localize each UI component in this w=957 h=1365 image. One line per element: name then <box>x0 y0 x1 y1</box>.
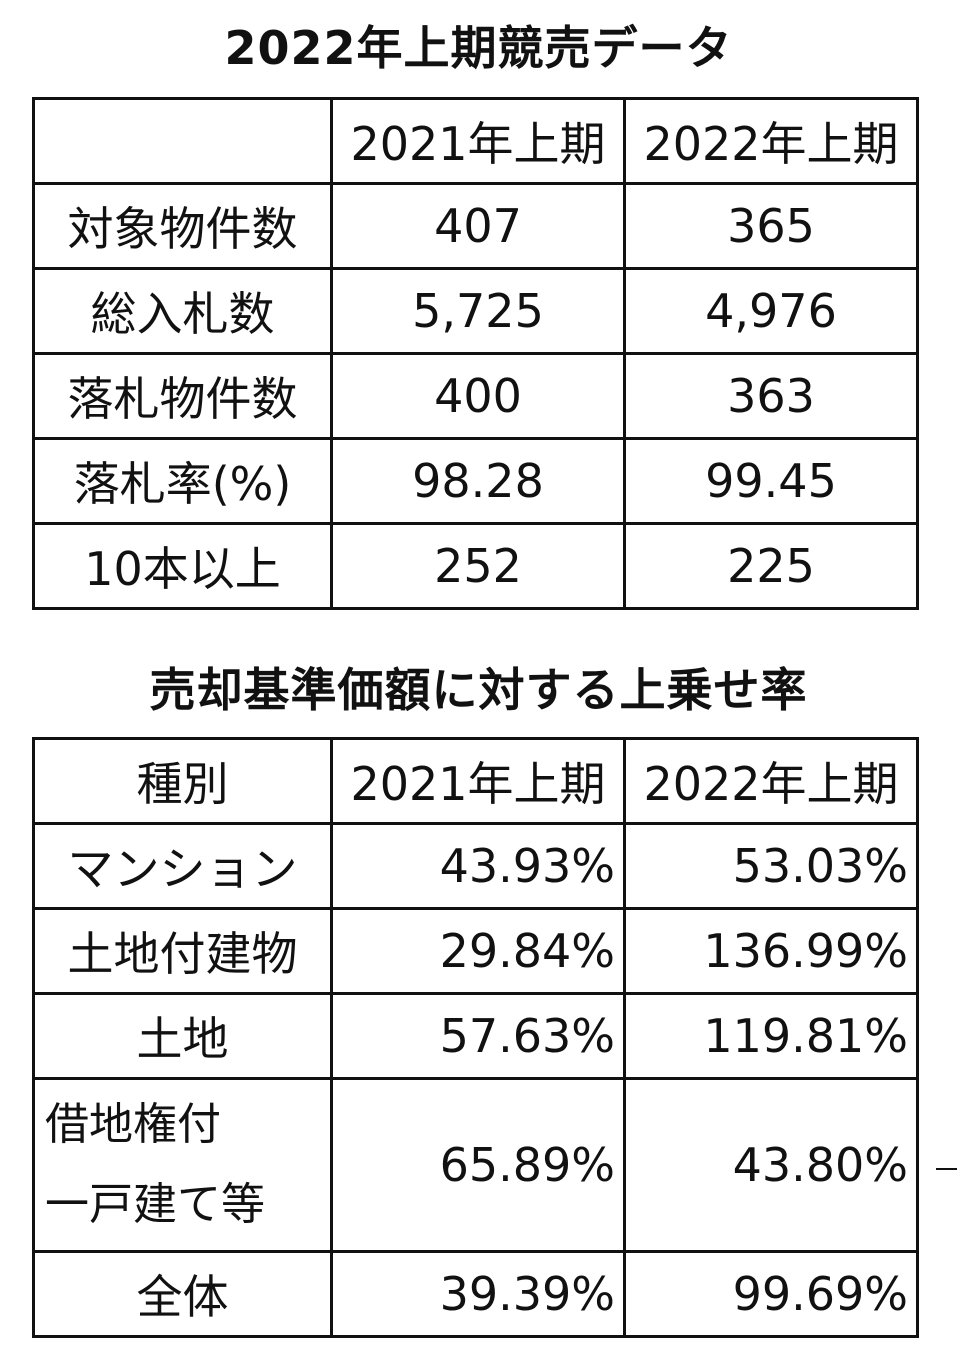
row-label: 対象物件数 <box>32 182 333 270</box>
row-label: 落札物件数 <box>32 352 333 440</box>
value-2021: 65.89% <box>330 1077 626 1253</box>
value-2022: 4,976 <box>623 267 919 355</box>
value-2021: 407 <box>330 182 626 270</box>
row-label: マンション <box>32 822 333 910</box>
row-label: 10本以上 <box>32 522 333 610</box>
table-row: 借地権付 一戸建て等 65.89% 43.80% <box>32 1077 919 1253</box>
markup-rate-table: 種別 2021年上期 2022年上期 マンション 43.93% 53.03% 土… <box>32 737 919 1338</box>
value-2022: 363 <box>623 352 919 440</box>
edge-tick-mark <box>936 1168 957 1170</box>
header-type: 種別 <box>32 737 333 825</box>
value-2021: 5,725 <box>330 267 626 355</box>
table-row: 全体 39.39% 99.69% <box>32 1250 919 1338</box>
table-row: 土地付建物 29.84% 136.99% <box>32 907 919 995</box>
value-2021: 98.28 <box>330 437 626 525</box>
table-row: 土地 57.63% 119.81% <box>32 992 919 1080</box>
row-label: 土地 <box>32 992 333 1080</box>
row-label-multiline: 借地権付 一戸建て等 <box>32 1077 333 1253</box>
value-2022: 99.69% <box>623 1250 919 1338</box>
table-row: 10本以上 252 225 <box>32 522 919 610</box>
markup-rate-title: 売却基準価額に対する上乗せ率 <box>149 663 808 717</box>
row-label: 全体 <box>32 1250 333 1338</box>
table-row: 落札率(%) 98.28 99.45 <box>32 437 919 525</box>
value-2022: 99.45 <box>623 437 919 525</box>
value-2022: 53.03% <box>623 822 919 910</box>
row-label: 総入札数 <box>32 267 333 355</box>
table-row: 落札物件数 400 363 <box>32 352 919 440</box>
row-label-line2: 一戸建て等 <box>45 1179 265 1230</box>
table-header-row: 種別 2021年上期 2022年上期 <box>32 737 919 825</box>
value-2021: 252 <box>330 522 626 610</box>
value-2022: 119.81% <box>623 992 919 1080</box>
auction-data-title: 2022年上期競売データ <box>224 21 733 75</box>
header-empty-cell <box>32 97 333 185</box>
value-2022: 225 <box>623 522 919 610</box>
header-2021: 2021年上期 <box>330 737 626 825</box>
header-2021: 2021年上期 <box>330 97 626 185</box>
header-2022: 2022年上期 <box>623 97 919 185</box>
auction-data-table: 2021年上期 2022年上期 対象物件数 407 365 総入札数 5,725… <box>32 97 919 610</box>
header-2022: 2022年上期 <box>623 737 919 825</box>
value-2021: 29.84% <box>330 907 626 995</box>
value-2021: 39.39% <box>330 1250 626 1338</box>
table-row: 対象物件数 407 365 <box>32 182 919 270</box>
value-2021: 400 <box>330 352 626 440</box>
value-2021: 43.93% <box>330 822 626 910</box>
table-row: マンション 43.93% 53.03% <box>32 822 919 910</box>
value-2022: 136.99% <box>623 907 919 995</box>
row-label: 土地付建物 <box>32 907 333 995</box>
table-row: 総入札数 5,725 4,976 <box>32 267 919 355</box>
row-label: 落札率(%) <box>32 437 333 525</box>
table-header-row: 2021年上期 2022年上期 <box>32 97 919 185</box>
value-2022: 365 <box>623 182 919 270</box>
value-2022: 43.80% <box>623 1077 919 1253</box>
value-2021: 57.63% <box>330 992 626 1080</box>
row-label-line1: 借地権付 <box>45 1099 221 1150</box>
